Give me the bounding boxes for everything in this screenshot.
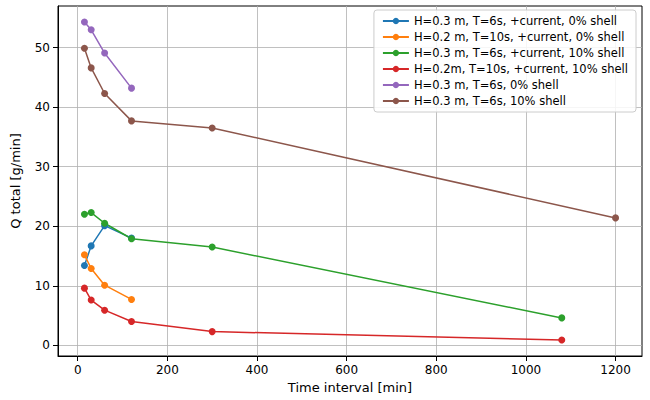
svg-text:30: 30	[35, 160, 50, 174]
svg-text:1000: 1000	[511, 363, 542, 377]
svg-text:20: 20	[35, 219, 50, 233]
svg-text:H=0.3 m, T=6s, +current, 10% s: H=0.3 m, T=6s, +current, 10% shell	[414, 46, 624, 60]
svg-text:H=0.3 m, T=6s, +current, 0% sh: H=0.3 m, T=6s, +current, 0% shell	[414, 14, 617, 28]
svg-text:H=0.2 m, T=10s, +current, 0% s: H=0.2 m, T=10s, +current, 0% shell	[414, 30, 624, 44]
svg-text:600: 600	[335, 363, 358, 377]
svg-text:40: 40	[35, 100, 50, 114]
svg-text:1200: 1200	[600, 363, 631, 377]
svg-text:200: 200	[156, 363, 179, 377]
svg-text:H=0.3 m, T=6s, 10% shell: H=0.3 m, T=6s, 10% shell	[414, 94, 566, 108]
svg-text:0: 0	[74, 363, 82, 377]
svg-text:0: 0	[42, 338, 50, 352]
svg-text:10: 10	[35, 279, 50, 293]
svg-text:Time interval [min]: Time interval [min]	[287, 380, 412, 395]
svg-text:800: 800	[425, 363, 448, 377]
svg-text:H=0.2m, T=10s, +current, 10% s: H=0.2m, T=10s, +current, 10% shell	[414, 62, 628, 76]
svg-text:50: 50	[35, 41, 50, 55]
svg-text:400: 400	[246, 363, 269, 377]
svg-text:Q total [g/min]: Q total [g/min]	[8, 133, 23, 229]
svg-text:H=0.3 m, T=6s, 0% shell: H=0.3 m, T=6s, 0% shell	[414, 78, 559, 92]
